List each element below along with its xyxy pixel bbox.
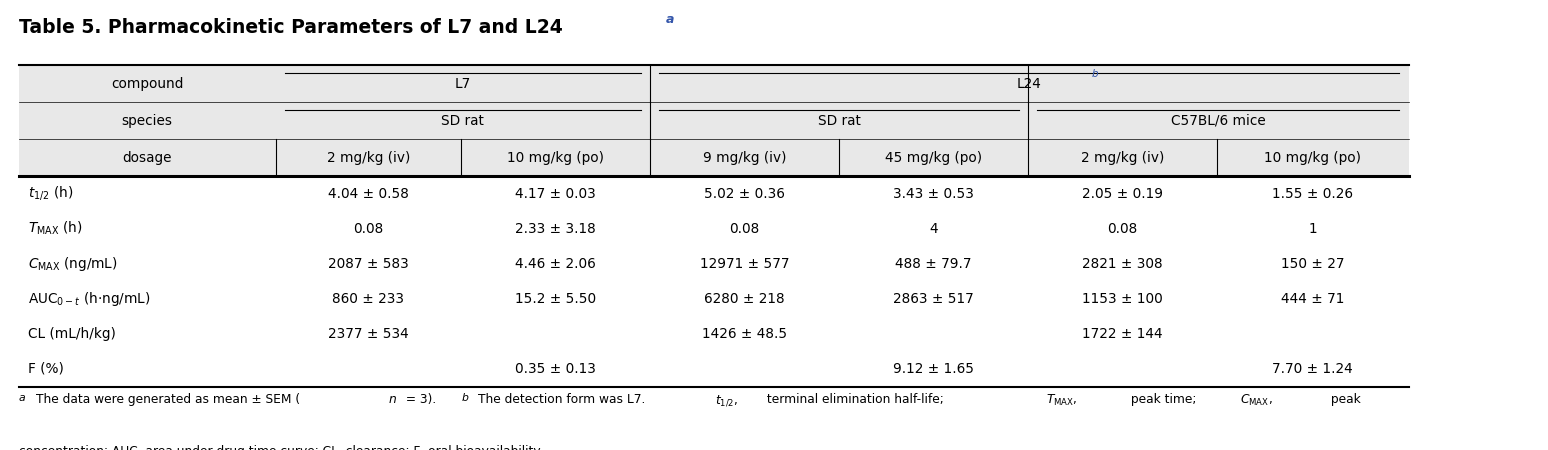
Text: b: b — [461, 393, 467, 403]
Text: CL (mL/h/kg): CL (mL/h/kg) — [28, 327, 116, 341]
Bar — [19, 139, 1409, 176]
Text: n: n — [389, 393, 396, 406]
Text: 5.02 ± 0.36: 5.02 ± 0.36 — [704, 186, 785, 201]
Text: 4.17 ± 0.03: 4.17 ± 0.03 — [515, 186, 596, 201]
Text: 4: 4 — [929, 221, 938, 236]
Text: = 3).: = 3). — [402, 393, 444, 406]
Text: $T_{\mathsf{MAX}}$,: $T_{\mathsf{MAX}}$, — [1046, 393, 1077, 409]
Text: 150 ± 27: 150 ± 27 — [1280, 256, 1345, 271]
Text: peak: peak — [1327, 393, 1361, 406]
Bar — [19, 351, 1409, 387]
Text: $C_{\mathsf{MAX}}$,: $C_{\mathsf{MAX}}$, — [1240, 393, 1272, 409]
Text: 2087 ± 583: 2087 ± 583 — [328, 256, 409, 271]
Text: AUC$_{0-t}$ (h$\cdot$ng/mL): AUC$_{0-t}$ (h$\cdot$ng/mL) — [28, 290, 150, 308]
Text: a: a — [19, 393, 25, 403]
Text: 15.2 ± 5.50: 15.2 ± 5.50 — [515, 292, 596, 306]
Text: 0.35 ± 0.13: 0.35 ± 0.13 — [515, 362, 596, 376]
Text: 7.70 ± 1.24: 7.70 ± 1.24 — [1272, 362, 1353, 376]
Text: $T_{\mathsf{MAX}}$ (h): $T_{\mathsf{MAX}}$ (h) — [28, 220, 82, 237]
Text: 9.12 ± 1.65: 9.12 ± 1.65 — [893, 362, 974, 376]
Text: C57BL/6 mice: C57BL/6 mice — [1170, 113, 1266, 128]
Text: 2863 ± 517: 2863 ± 517 — [893, 292, 974, 306]
Text: 4.46 ± 2.06: 4.46 ± 2.06 — [515, 256, 596, 271]
Text: 860 ± 233: 860 ± 233 — [333, 292, 404, 306]
Bar — [19, 65, 1409, 102]
Text: terminal elimination half-life;: terminal elimination half-life; — [763, 393, 947, 406]
Bar — [19, 176, 1409, 211]
Text: concentration; AUC, area under drug time curve; CL, clearance; F, oral bioavaila: concentration; AUC, area under drug time… — [19, 445, 542, 450]
Text: 2 mg/kg (iv): 2 mg/kg (iv) — [1081, 150, 1164, 165]
Text: 10 mg/kg (po): 10 mg/kg (po) — [508, 150, 604, 165]
Text: 1426 ± 48.5: 1426 ± 48.5 — [703, 327, 786, 341]
Text: F (%): F (%) — [28, 362, 63, 376]
Text: 10 mg/kg (po): 10 mg/kg (po) — [1265, 150, 1361, 165]
Text: L7: L7 — [455, 76, 471, 91]
Text: 2377 ± 534: 2377 ± 534 — [328, 327, 409, 341]
Text: b: b — [1091, 69, 1098, 79]
Text: 2.05 ± 0.19: 2.05 ± 0.19 — [1082, 186, 1163, 201]
Text: a: a — [666, 13, 673, 26]
Bar — [19, 102, 1409, 139]
Text: The data were generated as mean ± SEM (: The data were generated as mean ± SEM ( — [36, 393, 300, 406]
Text: 1.55 ± 0.26: 1.55 ± 0.26 — [1272, 186, 1353, 201]
Text: 0.08: 0.08 — [353, 221, 384, 236]
Text: 4.04 ± 0.58: 4.04 ± 0.58 — [328, 186, 409, 201]
Bar — [19, 246, 1409, 281]
Text: The detection form was L7.: The detection form was L7. — [478, 393, 650, 406]
Text: $t_{1/2}$,: $t_{1/2}$, — [715, 393, 738, 408]
Text: $C_{\mathsf{MAX}}$ (ng/mL): $C_{\mathsf{MAX}}$ (ng/mL) — [28, 255, 118, 273]
Text: peak time;: peak time; — [1127, 393, 1200, 406]
Text: 12971 ± 577: 12971 ± 577 — [700, 256, 789, 271]
Text: 1153 ± 100: 1153 ± 100 — [1082, 292, 1163, 306]
Text: 1: 1 — [1308, 221, 1317, 236]
Text: 1722 ± 144: 1722 ± 144 — [1082, 327, 1163, 341]
Text: compound: compound — [111, 76, 183, 91]
Text: 2.33 ± 3.18: 2.33 ± 3.18 — [515, 221, 596, 236]
Text: 45 mg/kg (po): 45 mg/kg (po) — [885, 150, 981, 165]
Text: 0.08: 0.08 — [1107, 221, 1138, 236]
Text: L24: L24 — [1017, 76, 1042, 91]
Bar — [19, 211, 1409, 246]
Text: 6280 ± 218: 6280 ± 218 — [704, 292, 785, 306]
Text: Table 5. Pharmacokinetic Parameters of L7 and L24: Table 5. Pharmacokinetic Parameters of L… — [19, 18, 562, 37]
Bar — [19, 316, 1409, 351]
Text: species: species — [122, 113, 172, 128]
Text: dosage: dosage — [122, 150, 172, 165]
Text: SD rat: SD rat — [817, 113, 861, 128]
Text: 488 ± 79.7: 488 ± 79.7 — [895, 256, 972, 271]
Text: 0.08: 0.08 — [729, 221, 760, 236]
Text: 2 mg/kg (iv): 2 mg/kg (iv) — [327, 150, 410, 165]
Text: SD rat: SD rat — [441, 113, 485, 128]
Text: 444 ± 71: 444 ± 71 — [1282, 292, 1344, 306]
Text: 9 mg/kg (iv): 9 mg/kg (iv) — [703, 150, 786, 165]
Text: 2821 ± 308: 2821 ± 308 — [1082, 256, 1163, 271]
Bar — [19, 281, 1409, 316]
Text: 3.43 ± 0.53: 3.43 ± 0.53 — [893, 186, 974, 201]
Text: $t_{1/2}$ (h): $t_{1/2}$ (h) — [28, 184, 73, 202]
